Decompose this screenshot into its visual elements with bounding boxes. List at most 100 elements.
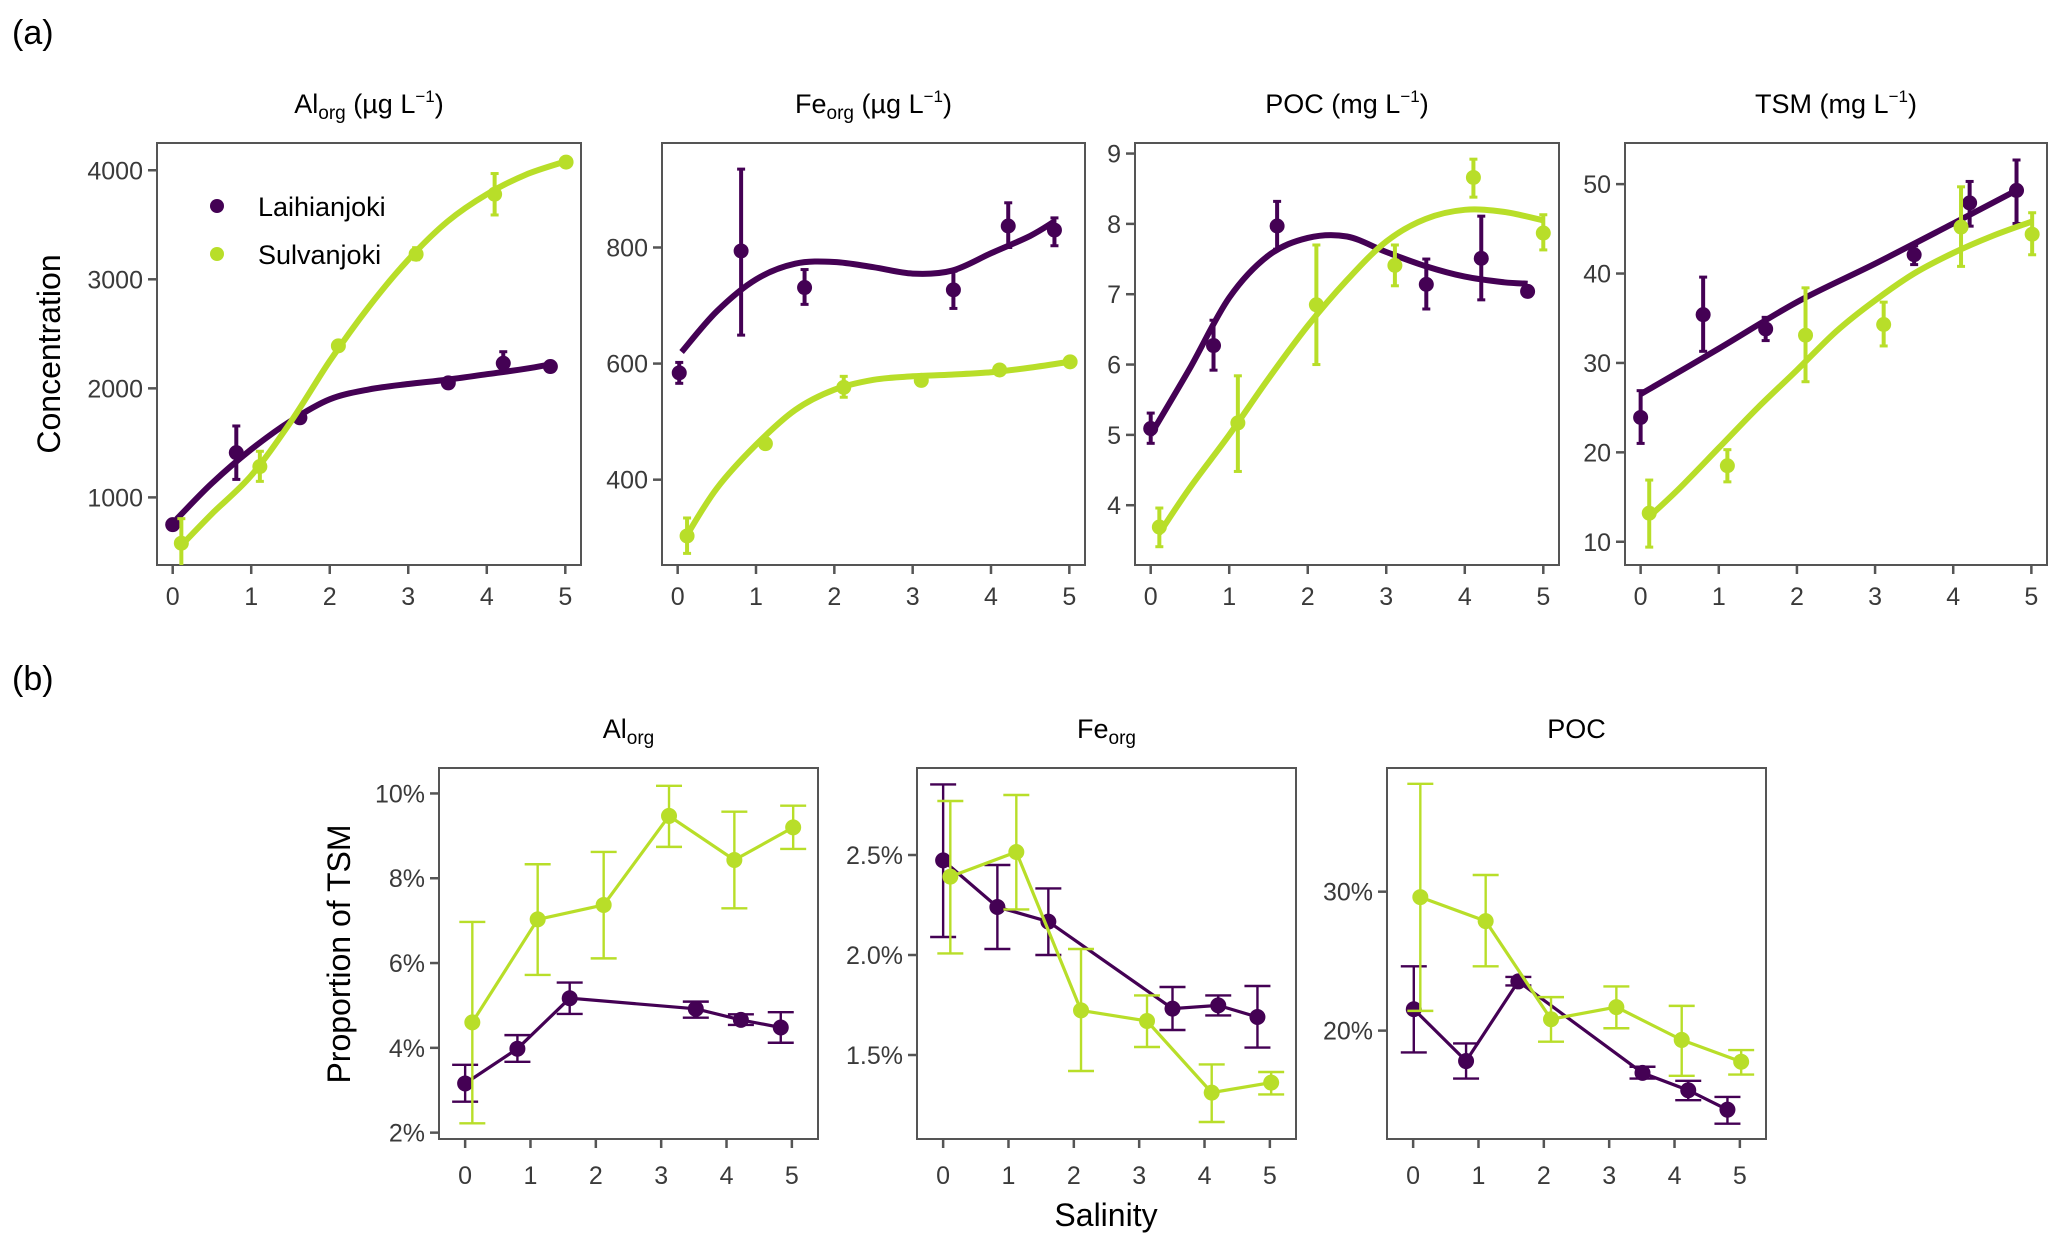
data-point: [1719, 458, 1735, 474]
data-point: [2024, 226, 2040, 242]
y-tick-label: 4%: [389, 1035, 425, 1063]
data-point: [165, 517, 181, 533]
data-point: [173, 535, 189, 551]
data-point: [1206, 338, 1222, 354]
y-tick-label: 2.0%: [846, 942, 903, 970]
y-axis-title-proportion: Proportion of TSM: [321, 824, 357, 1083]
data-point: [1308, 297, 1324, 313]
data-point: [1680, 1082, 1697, 1099]
x-tick-label: 2: [827, 583, 841, 611]
data-point: [1634, 1064, 1651, 1081]
panel-title-superscript: −1: [415, 87, 434, 106]
data-point: [945, 282, 961, 298]
data-point: [1008, 844, 1025, 860]
legend-marker-sulvanjoki: [210, 247, 224, 261]
x-tick-label: 0: [936, 1162, 950, 1190]
x-tick-label: 5: [785, 1162, 799, 1190]
data-point: [1405, 1001, 1422, 1018]
x-tick-label: 3: [401, 583, 415, 611]
y-tick-label: 4000: [87, 157, 143, 185]
y-tick-label: 50: [1583, 171, 1611, 199]
series-sulvanjoki: [173, 154, 574, 565]
series-line: [464, 996, 782, 1085]
data-point: [726, 852, 743, 869]
x-tick-label: 3: [1379, 583, 1393, 611]
y-tick-label: 8%: [389, 865, 425, 893]
x-tick-label: 4: [1946, 583, 1960, 611]
panel-title-superscript: −1: [1400, 87, 1419, 106]
plot-frame: [916, 767, 1297, 1140]
data-point: [1263, 1074, 1280, 1091]
x-tick-label: 1: [1472, 1162, 1486, 1190]
data-point: [487, 186, 503, 202]
x-tick-label: 1: [1712, 583, 1726, 611]
y-tick-label: 30: [1583, 350, 1611, 378]
panel-title-close: ): [1420, 89, 1429, 119]
series-laihianjoki: [930, 783, 1271, 1049]
fit-line: [1647, 218, 2033, 519]
x-tick-label: 4: [480, 583, 494, 611]
data-point: [687, 1000, 704, 1017]
data-point: [228, 445, 244, 461]
x-tick-label: 1: [749, 583, 763, 611]
x-tick-label: 5: [1263, 1162, 1277, 1190]
data-point: [942, 868, 959, 885]
data-point: [1210, 997, 1227, 1014]
data-point: [1418, 276, 1434, 292]
fit-line: [684, 358, 1070, 537]
data-point: [1230, 415, 1246, 431]
y-tick-label: 30%: [1323, 879, 1373, 907]
y-tick-label: 2%: [389, 1120, 425, 1148]
series-sulvanjoki: [1151, 157, 1551, 549]
data-point: [595, 896, 612, 913]
x-tick-label: 0: [1634, 583, 1648, 611]
x-tick-label: 0: [1406, 1162, 1420, 1190]
panel-title-unit: (µg L: [346, 89, 416, 119]
plot-frame: [1134, 142, 1560, 566]
y-tick-label: 7: [1107, 281, 1121, 309]
data-point: [1758, 321, 1774, 337]
chart-panel-5: Alorg 0 1 2 3 4 5 2% 4% 6% 8% 10%: [375, 714, 819, 1190]
x-tick-label: 1: [1222, 583, 1236, 611]
data-point: [1520, 283, 1536, 299]
data-point: [679, 528, 695, 544]
y-tick-label: 400: [606, 467, 648, 495]
x-tick-label: 1: [244, 583, 258, 611]
panel-title-subscript: org: [827, 103, 854, 124]
series-laihianjoki: [671, 167, 1062, 385]
panel-title-main: Fe: [795, 89, 827, 119]
x-tick-label: 5: [1062, 583, 1076, 611]
data-point: [772, 1019, 789, 1036]
data-point: [1633, 409, 1649, 425]
data-point: [1143, 421, 1159, 437]
plot-frame: [156, 142, 582, 566]
series-line: [470, 813, 794, 1024]
panel-title: POC (mg L−1): [1265, 87, 1428, 119]
x-tick-label: 5: [1733, 1162, 1747, 1190]
y-tick-label: 8: [1107, 211, 1121, 239]
panel-title: Alorg (µg L−1): [294, 87, 443, 124]
data-point: [1458, 1053, 1475, 1070]
y-tick-label: 800: [606, 234, 648, 262]
panel-title: Feorg (µg L−1): [795, 87, 952, 124]
data-point: [1477, 913, 1494, 930]
y-tick-label: 600: [606, 351, 648, 379]
data-point: [1062, 354, 1078, 370]
data-point: [529, 911, 546, 928]
x-tick-label: 4: [1458, 583, 1472, 611]
data-point: [408, 246, 424, 262]
y-tick-label: 1.5%: [846, 1042, 903, 1070]
panel-title-subscript: org: [627, 728, 654, 749]
data-point: [561, 990, 578, 1007]
x-tick-label: 2: [1067, 1162, 1081, 1190]
y-tick-label: 9: [1107, 141, 1121, 169]
data-point: [252, 459, 268, 475]
data-point: [1876, 316, 1892, 332]
plot-frame: [661, 142, 1086, 566]
data-point: [1412, 889, 1429, 906]
y-tick-label: 20: [1583, 439, 1611, 467]
series-laihianjoki: [1143, 199, 1536, 445]
series-sulvanjoki: [1407, 782, 1755, 1077]
y-tick-label: 5: [1107, 422, 1121, 450]
panel-title-main: Fe: [1077, 714, 1109, 744]
